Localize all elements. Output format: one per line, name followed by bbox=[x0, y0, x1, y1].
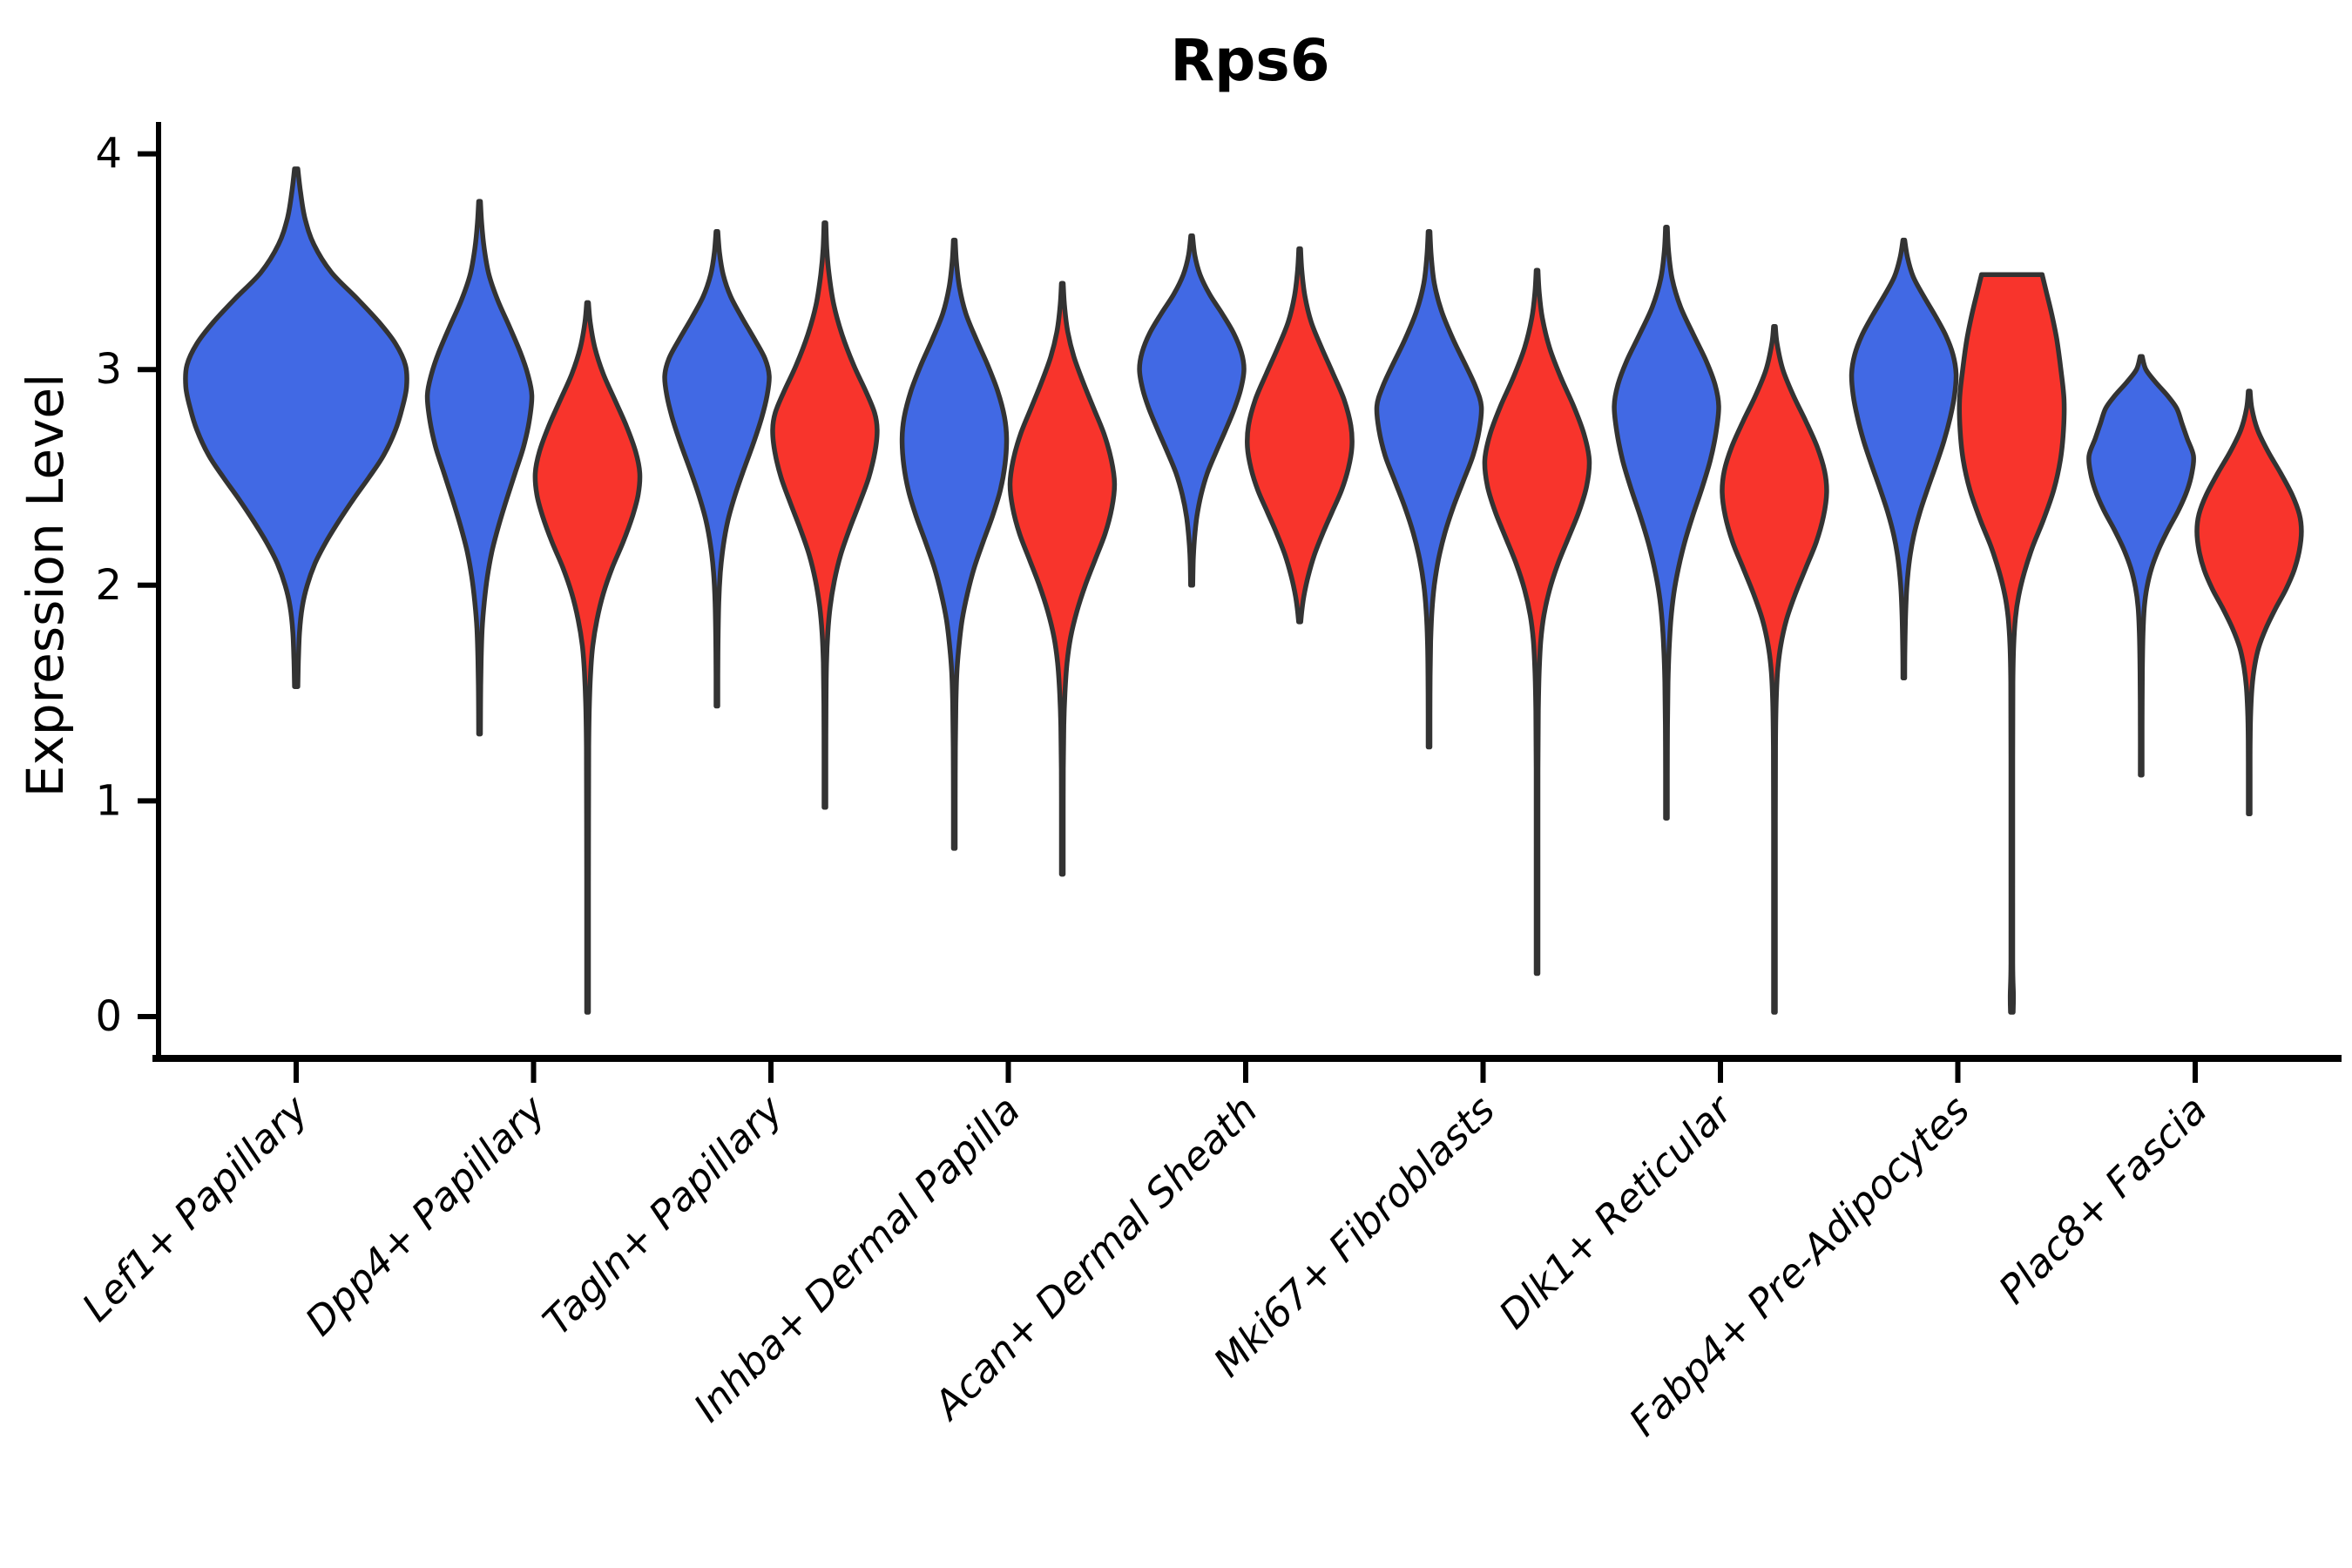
y-tick-label: 3 bbox=[95, 345, 122, 394]
y-tick-label: 4 bbox=[95, 130, 122, 179]
violin-tagln-papillary-blue bbox=[662, 228, 772, 709]
y-tick-label: 1 bbox=[95, 776, 122, 825]
x-tick-label: Dpp4+ Papillary bbox=[296, 1085, 555, 1344]
y-axis-label: Expression Level bbox=[16, 374, 75, 797]
x-tick-label: Tagln+ Papillary bbox=[534, 1085, 793, 1344]
violin-fabp4-pre-adipocytes-red bbox=[1957, 272, 2067, 1015]
chart-title: Rps6 bbox=[1170, 27, 1329, 94]
violin-inhba-dermal-papilla-blue bbox=[899, 237, 1010, 851]
violin-plac8-fascia-red bbox=[2194, 389, 2304, 817]
violin-lef1-papillary-blue bbox=[183, 166, 409, 689]
violin-tagln-papillary-red bbox=[770, 220, 880, 810]
y-tick-label: 0 bbox=[95, 992, 122, 1041]
x-tick-label: Lef1+ Papillary bbox=[73, 1085, 318, 1330]
axes-layer bbox=[152, 122, 2342, 1062]
y-tick-label: 2 bbox=[95, 561, 122, 610]
violin-mki67-fibroblasts-red bbox=[1482, 267, 1592, 977]
violins-layer bbox=[183, 166, 2304, 1015]
violin-dlk1-reticular-blue bbox=[1612, 225, 1721, 821]
violin-acan-dermal-sheath-blue bbox=[1137, 233, 1247, 588]
violin-inhba-dermal-papilla-red bbox=[1007, 280, 1118, 877]
x-tick-label: Plac8+ Fascia bbox=[1990, 1086, 2216, 1313]
violin-dlk1-reticular-red bbox=[1720, 323, 1829, 1015]
violin-dpp4-papillary-red bbox=[532, 300, 643, 1015]
y-axis-ticks: 0 1 2 3 4 bbox=[95, 130, 159, 1041]
violin-plac8-fascia-blue bbox=[2086, 354, 2197, 778]
violin-dpp4-papillary-blue bbox=[424, 199, 535, 737]
violin-mki67-fibroblasts-blue bbox=[1374, 228, 1484, 750]
x-tick-label: Dlk1+ Reticular bbox=[1490, 1085, 1742, 1338]
violin-fabp4-pre-adipocytes-blue bbox=[1848, 237, 1959, 681]
violin-acan-dermal-sheath-red bbox=[1245, 246, 1355, 625]
